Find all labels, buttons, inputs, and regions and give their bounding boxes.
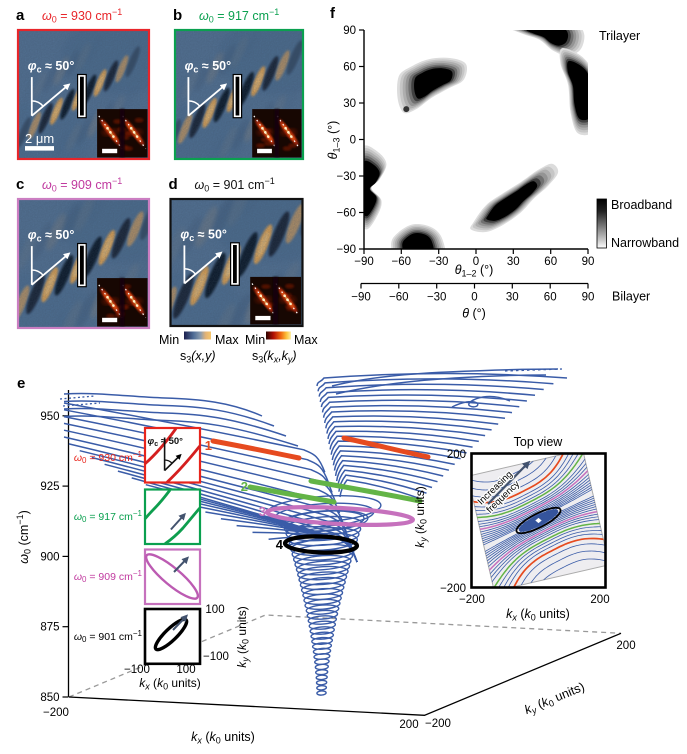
svg-text:ky (k0 units): ky (k0 units) <box>413 486 429 548</box>
svg-text:200: 200 <box>590 594 609 606</box>
svg-text:−90: −90 <box>354 256 374 268</box>
svg-text:2: 2 <box>241 479 248 494</box>
svg-text:−100: −100 <box>124 664 150 676</box>
svg-text:Narrowband: Narrowband <box>611 236 679 250</box>
svg-text:850: 850 <box>40 692 59 704</box>
svg-text:−200: −200 <box>459 594 485 606</box>
svg-text:−200: −200 <box>43 707 69 719</box>
svg-text:Broadband: Broadband <box>611 198 672 212</box>
svg-text:φc ≈ 50°: φc ≈ 50° <box>180 227 227 243</box>
svg-text:ω0 = 901 cm−1: ω0 = 901 cm−1 <box>195 176 275 194</box>
svg-text:Max: Max <box>294 333 318 347</box>
svg-text:e: e <box>17 375 25 392</box>
svg-text:100: 100 <box>176 664 195 676</box>
svg-text:200: 200 <box>447 449 466 461</box>
svg-text:a: a <box>16 7 25 24</box>
svg-text:−100: −100 <box>203 651 229 663</box>
svg-text:−30: −30 <box>427 292 447 304</box>
svg-text:875: 875 <box>40 622 59 634</box>
svg-text:Trilayer: Trilayer <box>599 29 640 43</box>
svg-text:200: 200 <box>399 719 418 731</box>
svg-text:b: b <box>173 7 182 24</box>
svg-text:900: 900 <box>40 551 59 563</box>
svg-text:θ1–3 (°): θ1–3 (°) <box>326 121 342 160</box>
svg-text:90: 90 <box>582 256 595 268</box>
svg-text:ω0 = 901 cm−1: ω0 = 901 cm−1 <box>74 629 143 644</box>
svg-text:200: 200 <box>616 640 635 652</box>
svg-text:ω0 = 917 cm−1: ω0 = 917 cm−1 <box>74 509 143 524</box>
svg-text:φc ≈ 50°: φc ≈ 50° <box>148 436 184 448</box>
svg-text:925: 925 <box>40 481 59 493</box>
svg-text:1: 1 <box>205 438 212 453</box>
svg-text:3: 3 <box>259 504 266 519</box>
svg-text:60: 60 <box>544 292 557 304</box>
svg-text:θ1–2 (°): θ1–2 (°) <box>455 263 494 279</box>
svg-text:30: 30 <box>506 292 519 304</box>
svg-text:s3(kx,ky): s3(kx,ky) <box>252 349 297 365</box>
svg-text:−90: −90 <box>336 244 356 256</box>
svg-text:−200: −200 <box>440 583 466 595</box>
svg-text:d: d <box>169 176 178 193</box>
svg-text:θ (°): θ (°) <box>462 307 486 321</box>
svg-text:Max: Max <box>215 333 239 347</box>
svg-text:ω0 = 917 cm−1: ω0 = 917 cm−1 <box>199 7 279 25</box>
svg-text:ω0 (cm−1): ω0 (cm−1) <box>15 510 33 564</box>
svg-text:−30: −30 <box>429 256 449 268</box>
svg-text:2 μm: 2 μm <box>25 131 54 146</box>
svg-text:0: 0 <box>471 292 477 304</box>
svg-text:kx (k0 units): kx (k0 units) <box>191 730 255 746</box>
svg-text:Min: Min <box>159 333 179 347</box>
svg-text:f: f <box>330 5 336 22</box>
svg-text:ω0 = 909 cm−1: ω0 = 909 cm−1 <box>74 569 143 584</box>
svg-text:φc ≈ 50°: φc ≈ 50° <box>185 59 232 75</box>
svg-text:−60: −60 <box>392 256 412 268</box>
svg-text:60: 60 <box>343 62 356 74</box>
svg-text:−90: −90 <box>351 292 371 304</box>
svg-text:φc ≈ 50°: φc ≈ 50° <box>28 228 75 244</box>
svg-text:0: 0 <box>350 135 356 147</box>
svg-text:30: 30 <box>507 256 520 268</box>
svg-text:−60: −60 <box>336 208 356 220</box>
svg-text:90: 90 <box>343 25 356 37</box>
svg-text:ω0 = 909 cm−1: ω0 = 909 cm−1 <box>42 176 122 194</box>
svg-text:kx (k0 units): kx (k0 units) <box>139 676 201 692</box>
svg-text:Min: Min <box>245 333 265 347</box>
svg-text:ky (k0 units): ky (k0 units) <box>522 680 587 719</box>
svg-text:ky (k0 units): ky (k0 units) <box>235 606 251 668</box>
svg-text:950: 950 <box>40 411 59 423</box>
svg-text:ω0 = 930 cm−1: ω0 = 930 cm−1 <box>42 7 122 25</box>
svg-text:90: 90 <box>582 292 595 304</box>
svg-text:c: c <box>16 176 24 193</box>
svg-text:ω0 = 930 cm−1: ω0 = 930 cm−1 <box>74 450 143 465</box>
svg-text:−60: −60 <box>389 292 409 304</box>
svg-text:30: 30 <box>343 98 356 110</box>
svg-text:0: 0 <box>473 256 479 268</box>
svg-text:φc ≈ 50°: φc ≈ 50° <box>28 59 75 75</box>
svg-text:−200: −200 <box>425 718 451 730</box>
svg-text:4: 4 <box>276 537 284 552</box>
svg-text:60: 60 <box>544 256 557 268</box>
svg-text:Bilayer: Bilayer <box>612 290 650 304</box>
svg-text:−30: −30 <box>336 171 356 183</box>
svg-text:100: 100 <box>205 604 224 616</box>
svg-text:kx (k0 units): kx (k0 units) <box>506 607 570 623</box>
svg-text:Top view: Top view <box>514 435 564 449</box>
svg-text:s3(x,y): s3(x,y) <box>180 349 216 365</box>
